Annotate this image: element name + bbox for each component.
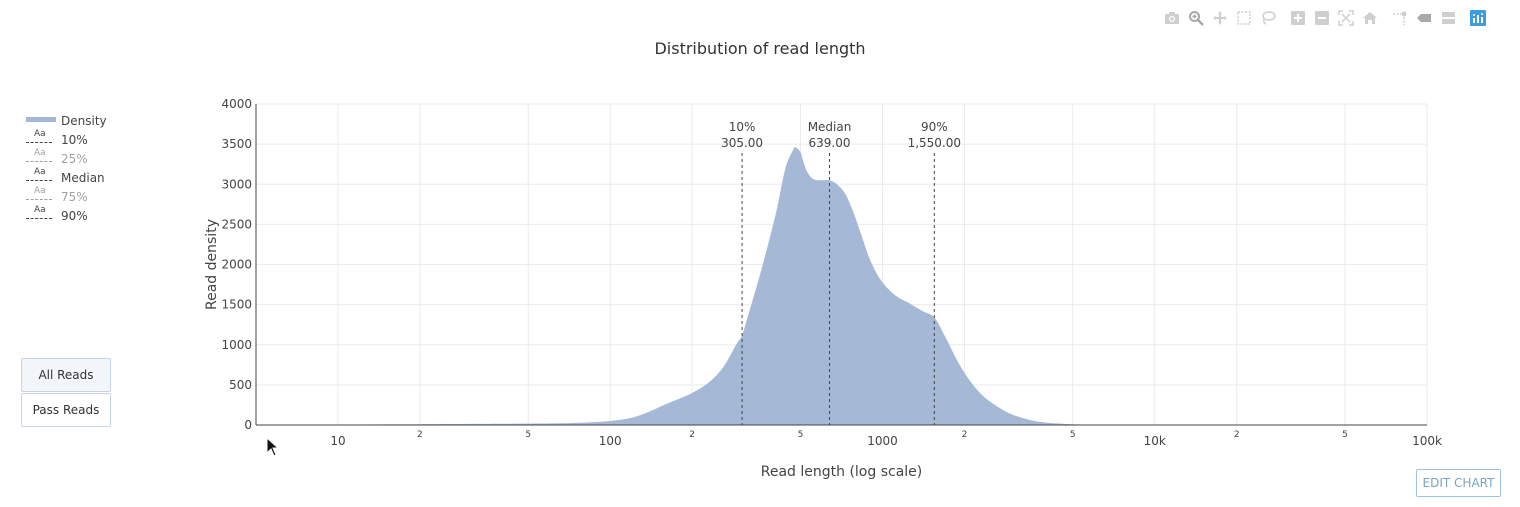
spike-lines-icon[interactable] — [1392, 10, 1408, 26]
y-axis-title: Read density — [204, 219, 220, 310]
y-tick-label: 2000 — [221, 258, 252, 272]
legend-line-swatch: Aa — [34, 205, 46, 215]
chart-title: Distribution of read length — [654, 39, 866, 58]
legend-line-swatch: Aa — [34, 129, 46, 139]
legend-label: 10% — [61, 132, 88, 147]
legend-item-90pct[interactable]: Aa 90% — [24, 205, 107, 225]
legend-label: Density — [61, 113, 107, 128]
y-tick-label: 1000 — [221, 338, 252, 352]
x-tick-label: 10 — [330, 434, 345, 448]
zoom-icon[interactable] — [1188, 10, 1204, 26]
pan-icon[interactable] — [1212, 10, 1228, 26]
marker-label: Median — [808, 120, 852, 134]
x-tick-label: 100 — [599, 434, 622, 448]
modebar — [1164, 8, 1494, 28]
x-tick-label: 100k — [1412, 434, 1442, 448]
x-tick-label: 2 — [417, 430, 423, 440]
pass-reads-button[interactable]: Pass Reads — [21, 393, 111, 427]
lasso-select-icon[interactable] — [1260, 10, 1276, 26]
y-tick-label: 4000 — [221, 97, 252, 111]
legend-line-swatch: Aa — [34, 167, 46, 177]
legend-fill-swatch — [26, 117, 56, 122]
zoom-in-icon[interactable] — [1290, 10, 1306, 26]
x-tick-label: 5 — [798, 430, 804, 440]
x-tick-label: 5 — [1070, 430, 1076, 440]
mouse-cursor-icon — [266, 437, 280, 457]
marker-label: 10% — [729, 120, 756, 134]
x-tick-label: 5 — [525, 430, 531, 440]
legend-item-median[interactable]: Aa Median — [24, 167, 107, 187]
x-tick-label: 2 — [689, 430, 695, 440]
y-tick-label: 0 — [244, 418, 252, 432]
legend-label: 75% — [61, 189, 88, 204]
x-tick-label: 1000 — [867, 434, 898, 448]
legend-line-swatch: Aa — [34, 186, 46, 196]
edit-chart-button[interactable]: EDIT CHART — [1416, 469, 1501, 497]
legend-label: 90% — [61, 208, 88, 223]
legend-item-10pct[interactable]: Aa 10% — [24, 129, 107, 149]
marker-value-label: 305.00 — [721, 136, 763, 150]
marker-value-label: 1,550.00 — [908, 136, 961, 150]
x-tick-label: 10k — [1144, 434, 1166, 448]
autoscale-icon[interactable] — [1338, 10, 1354, 26]
marker-label: 90% — [921, 120, 948, 134]
legend-label: Median — [61, 170, 105, 185]
legend-label: 25% — [61, 151, 88, 166]
legend-item-25pct[interactable]: Aa 25% — [24, 148, 107, 168]
legend: Density Aa 10% Aa 25% Aa Median Aa 75% A… — [24, 111, 107, 225]
camera-icon[interactable] — [1164, 10, 1180, 26]
zoom-out-icon[interactable] — [1314, 10, 1330, 26]
y-tick-label: 2500 — [221, 217, 252, 231]
legend-item-75pct[interactable]: Aa 75% — [24, 186, 107, 206]
y-tick-label: 1500 — [221, 298, 252, 312]
reset-axes-icon[interactable] — [1362, 10, 1378, 26]
legend-line-swatch: Aa — [34, 148, 46, 158]
all-reads-button[interactable]: All Reads — [21, 358, 111, 392]
x-tick-label: 5 — [1342, 430, 1348, 440]
y-tick-label: 3500 — [221, 137, 252, 151]
plotly-logo-icon[interactable] — [1470, 10, 1486, 26]
hover-compare-icon[interactable] — [1440, 10, 1456, 26]
legend-item-density[interactable]: Density — [24, 111, 107, 130]
marker-value-label: 639.00 — [809, 136, 851, 150]
y-tick-label: 3000 — [221, 177, 252, 191]
x-tick-label: 2 — [1234, 430, 1240, 440]
y-tick-label: 500 — [229, 378, 252, 392]
x-tick-label: 2 — [962, 430, 968, 440]
hover-closest-icon[interactable] — [1416, 10, 1432, 26]
density-area — [256, 147, 1427, 426]
box-select-icon[interactable] — [1236, 10, 1252, 26]
x-axis-title: Read length (log scale) — [761, 464, 923, 480]
